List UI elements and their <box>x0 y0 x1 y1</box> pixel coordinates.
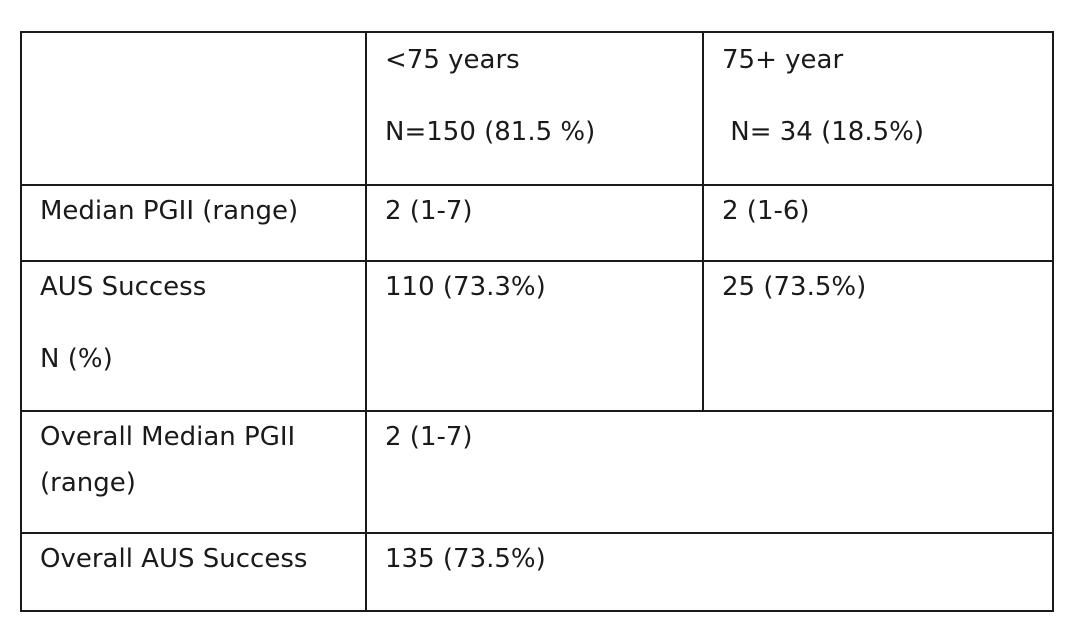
row-label-overall-median-pgii-line1: Overall Median PGII <box>40 422 296 452</box>
header-under-75-label: <75 years <box>385 45 520 75</box>
row-label-overall-median-pgii-line2: (range) <box>40 468 136 498</box>
table-row: Overall AUS Success 135 (73.5%) <box>20 532 1054 612</box>
table-header-row: <75 years N=150 (81.5 %) 75+ year N= 34 … <box>20 31 1054 186</box>
results-table: <75 years N=150 (81.5 %) 75+ year N= 34 … <box>20 31 1054 612</box>
header-empty-cell <box>20 31 367 186</box>
table-row: AUS Success N (%) 110 (73.3%) 25 (73.5%) <box>20 260 1054 412</box>
row-label-aus-success-title: AUS Success <box>40 272 207 302</box>
cell-aus-success-75-plus: 25 (73.5%) <box>702 260 1054 412</box>
row-label-aus-success: AUS Success N (%) <box>20 260 367 412</box>
results-table-container: <75 years N=150 (81.5 %) 75+ year N= 34 … <box>20 31 1054 612</box>
header-75-plus-count: N= 34 (18.5%) <box>722 117 924 147</box>
header-under-75-cell: <75 years N=150 (81.5 %) <box>365 31 704 186</box>
cell-aus-success-under-75: 110 (73.3%) <box>365 260 704 412</box>
row-label-median-pgii: Median PGII (range) <box>20 184 367 262</box>
cell-overall-aus-success: 135 (73.5%) <box>365 532 1054 612</box>
header-under-75-count: N=150 (81.5 %) <box>385 117 596 147</box>
table-row: Overall Median PGII (range) 2 (1-7) <box>20 410 1054 534</box>
table-row: Median PGII (range) 2 (1-7) 2 (1-6) <box>20 184 1054 262</box>
cell-median-pgii-under-75: 2 (1-7) <box>365 184 704 262</box>
cell-median-pgii-75-plus: 2 (1-6) <box>702 184 1054 262</box>
header-75-plus-cell: 75+ year N= 34 (18.5%) <box>702 31 1054 186</box>
row-label-aus-success-unit: N (%) <box>40 344 113 374</box>
header-75-plus-label: 75+ year <box>722 45 844 75</box>
row-label-overall-median-pgii: Overall Median PGII (range) <box>20 410 367 534</box>
row-label-overall-aus-success: Overall AUS Success <box>20 532 367 612</box>
cell-overall-median-pgii: 2 (1-7) <box>365 410 1054 534</box>
